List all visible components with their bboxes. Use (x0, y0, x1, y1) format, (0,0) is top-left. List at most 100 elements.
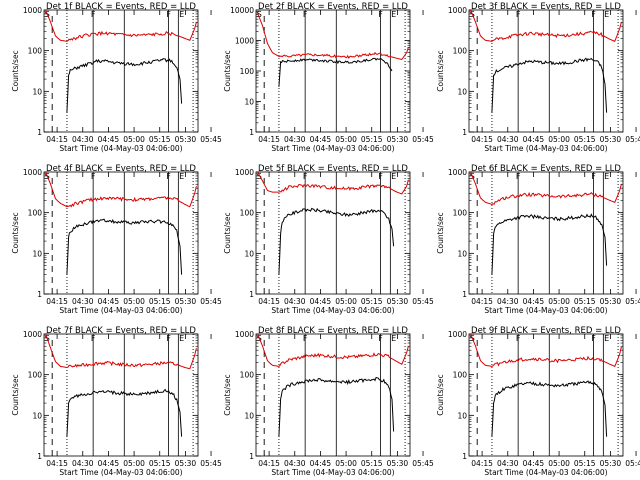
flag-marker: F (516, 10, 521, 19)
x-tick-label: 04:15 (258, 135, 280, 144)
x-tick-label: 05:30 (387, 297, 409, 306)
series-line-lld (257, 12, 409, 60)
y-tick-label: 1000 (235, 168, 254, 177)
x-axis-label: Start Time (04-May-03 04:06:00) (59, 468, 182, 477)
y-tick-label: 100 (240, 371, 255, 380)
x-tick-label: 05:30 (600, 135, 622, 144)
series-line-lld (45, 9, 197, 42)
x-axis-label: Start Time (04-May-03 04:06:00) (59, 144, 182, 153)
x-axis-label: Start Time (04-May-03 04:06:00) (484, 144, 607, 153)
plot-frame (43, 333, 199, 457)
x-tick-label: 05:15 (574, 135, 596, 144)
x-axis-label: Start Time (04-May-03 04:06:00) (59, 306, 182, 315)
series-line-events (278, 207, 395, 275)
x-tick-label: 04:15 (46, 135, 68, 144)
x-axis-label: Start Time (04-May-03 04:06:00) (484, 468, 607, 477)
flag-marker: F (516, 172, 521, 181)
plot-frame (43, 171, 199, 295)
y-tick-label: 100 (240, 67, 255, 76)
x-tick-label: 05:00 (548, 459, 570, 468)
y-axis-label: Counts/sec (223, 212, 232, 253)
x-tick-label: 04:15 (46, 459, 68, 468)
y-axis-label: Counts/sec (436, 50, 445, 91)
chart-panel-5: Det 5f BLACK = Events, RED = LLD 1 10 100 10… (223, 164, 434, 315)
x-tick-label: 05:00 (335, 135, 357, 144)
x-tick-label: 04:30 (72, 297, 94, 306)
x-tick-label: 05:00 (123, 135, 145, 144)
x-tick-label: 05:00 (548, 297, 570, 306)
y-tick-label: 1 (249, 452, 254, 461)
y-axis-label: Counts/sec (11, 212, 20, 253)
flag-marker: E (179, 172, 184, 181)
flag-marker: F (591, 334, 596, 343)
x-tick-label: 04:45 (523, 459, 545, 468)
series-line-events (278, 376, 395, 437)
chart-title: Det 3f BLACK = Events, RED = LLD (471, 2, 621, 12)
y-tick-label: 100 (453, 209, 468, 218)
x-tick-label: 05:45 (625, 297, 640, 306)
x-tick-label: 05:30 (387, 459, 409, 468)
x-tick-label: 05:15 (361, 297, 383, 306)
chart-title: Det 5f BLACK = Events, RED = LLD (258, 164, 408, 174)
flag-marker: E (604, 172, 609, 181)
flag-marker: E (604, 10, 609, 19)
x-tick-label: 04:45 (523, 297, 545, 306)
chart-title: Det 7f BLACK = Events, RED = LLD (46, 326, 196, 336)
series-line-events (278, 57, 393, 87)
plot-frame (468, 333, 624, 457)
x-tick-label: 05:30 (175, 459, 197, 468)
flag-marker: F (166, 334, 171, 343)
chart-title: Det 4f BLACK = Events, RED = LLD (46, 164, 196, 174)
flag-marker: F (166, 10, 171, 19)
x-tick-label: 05:45 (200, 459, 222, 468)
flag-marker: F (378, 172, 383, 181)
series-line-events (66, 388, 183, 437)
plot-frame (468, 9, 624, 133)
chart-title: Det 2f BLACK = Events, RED = LLD (258, 2, 408, 12)
y-tick-label: 1 (462, 290, 467, 299)
series-line-lld (45, 171, 197, 208)
y-tick-label: 1000 (448, 330, 467, 339)
x-tick-label: 04:15 (471, 297, 493, 306)
y-tick-label: 100 (28, 209, 43, 218)
x-tick-label: 04:30 (497, 297, 519, 306)
chart-panel-9: Det 9f BLACK = Events, RED = LLD 1 10 100 10… (436, 326, 640, 477)
flag-marker: E (391, 334, 396, 343)
x-tick-label: 05:15 (149, 135, 171, 144)
y-tick-label: 1000 (448, 6, 467, 15)
x-tick-label: 05:30 (387, 135, 409, 144)
x-axis-label: Start Time (04-May-03 04:06:00) (271, 306, 394, 315)
x-tick-label: 05:45 (412, 297, 434, 306)
y-tick-label: 1000 (448, 168, 467, 177)
x-tick-label: 04:15 (258, 297, 280, 306)
x-tick-label: 04:45 (310, 135, 332, 144)
y-tick-label: 100 (28, 371, 43, 380)
series-line-lld (470, 333, 622, 368)
y-tick-label: 1000 (23, 330, 42, 339)
plot-frame (255, 171, 411, 295)
x-tick-label: 04:30 (72, 135, 94, 144)
x-tick-label: 04:15 (258, 459, 280, 468)
x-tick-label: 04:30 (497, 459, 519, 468)
chart-panel-7: Det 7f BLACK = Events, RED = LLD 1 10 100 10… (11, 326, 222, 477)
x-tick-label: 04:30 (284, 135, 306, 144)
y-tick-label: 1 (37, 290, 42, 299)
flag-marker: F (516, 334, 521, 343)
flag-marker: F (91, 10, 96, 19)
x-tick-label: 04:45 (98, 297, 120, 306)
flag-marker: F (591, 172, 596, 181)
plot-frame (468, 171, 624, 295)
x-tick-label: 05:45 (412, 459, 434, 468)
y-tick-label: 1000 (235, 330, 254, 339)
flag-marker: E (391, 172, 396, 181)
plot-frame (255, 333, 411, 457)
flag-marker: S (257, 10, 262, 19)
flag-marker: F (166, 172, 171, 181)
series-line-lld (470, 171, 622, 206)
x-tick-label: 05:00 (123, 459, 145, 468)
chart-panel-4: Det 4f BLACK = Events, RED = LLD 1 10 100 10… (11, 164, 222, 315)
chart-panel-3: Det 3f BLACK = Events, RED = LLD 1 10 100 10… (436, 2, 640, 153)
y-tick-label: 10 (457, 87, 467, 96)
x-tick-label: 05:15 (574, 297, 596, 306)
